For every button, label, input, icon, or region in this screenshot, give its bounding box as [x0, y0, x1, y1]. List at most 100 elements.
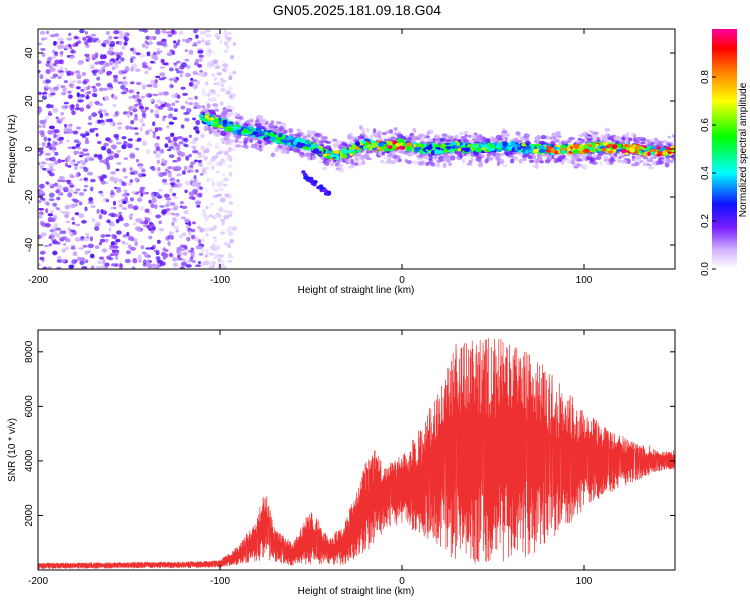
ridge-halo — [279, 125, 284, 132]
noise-speckle — [60, 159, 66, 163]
ridge-halo — [234, 138, 239, 143]
ridge-halo — [626, 158, 631, 165]
ridge-point — [521, 142, 526, 147]
noise-speckle — [114, 255, 119, 260]
noise-speckle — [38, 207, 45, 211]
noise-speckle — [76, 126, 82, 130]
noise-speckle — [105, 234, 111, 238]
ridge-halo — [394, 132, 400, 136]
noise-speckle — [216, 182, 222, 188]
y-tick-label: 8000 — [24, 340, 35, 363]
noise-speckle — [62, 105, 66, 108]
noise-speckle — [46, 57, 53, 62]
noise-speckle — [145, 247, 151, 250]
noise-speckle — [205, 166, 210, 170]
noise-speckle — [82, 148, 89, 152]
noise-speckle — [172, 116, 177, 120]
noise-speckle — [87, 122, 93, 125]
ridge-point — [634, 145, 640, 150]
noise-speckle — [191, 260, 196, 264]
noise-speckle — [196, 47, 203, 51]
ridge-halo — [444, 155, 452, 159]
ridge-point — [441, 143, 446, 148]
noise-speckle — [182, 232, 187, 237]
ridge-halo — [213, 109, 220, 112]
ridge-halo — [564, 157, 568, 161]
noise-speckle — [135, 94, 140, 98]
ridge-halo — [283, 129, 288, 134]
noise-speckle — [152, 226, 156, 231]
noise-speckle — [38, 213, 42, 217]
noise-speckle — [72, 159, 76, 163]
noise-speckle — [94, 69, 100, 72]
noise-speckle — [63, 101, 69, 105]
noise-speckle — [121, 136, 127, 140]
noise-speckle — [181, 258, 187, 263]
ridge-halo — [388, 129, 394, 134]
noise-speckle — [184, 72, 191, 78]
ridge-halo — [438, 156, 443, 163]
ridge-point — [515, 144, 521, 148]
ridge-point — [341, 153, 348, 159]
noise-speckle — [135, 228, 142, 232]
noise-speckle — [52, 73, 59, 78]
noise-speckle — [108, 46, 114, 51]
ridge-halo — [412, 128, 417, 133]
noise-speckle — [122, 76, 127, 80]
noise-speckle — [223, 41, 229, 46]
noise-speckle — [65, 246, 70, 251]
noise-speckle — [172, 257, 178, 262]
noise-speckle — [39, 31, 46, 35]
noise-speckle — [78, 201, 83, 206]
noise-speckle — [105, 161, 110, 166]
noise-speckle — [149, 221, 153, 225]
ridge-halo — [365, 150, 371, 154]
noise-speckle — [51, 230, 58, 236]
noise-speckle — [73, 199, 80, 203]
noise-speckle — [82, 80, 88, 85]
noise-speckle — [201, 36, 205, 41]
noise-speckle — [193, 29, 198, 34]
noise-speckle — [141, 251, 147, 255]
noise-speckle — [124, 258, 131, 264]
noise-speckle — [106, 219, 111, 224]
noise-speckle — [213, 224, 217, 230]
noise-speckle — [177, 257, 184, 261]
noise-speckle — [56, 266, 62, 269]
ridge-halo — [644, 161, 648, 167]
noise-speckle — [184, 180, 191, 186]
noise-speckle — [75, 86, 81, 90]
ridge-halo — [498, 137, 503, 141]
noise-speckle — [118, 35, 125, 39]
noise-speckle — [63, 243, 67, 246]
noise-speckle — [42, 119, 47, 124]
noise-speckle — [99, 256, 104, 260]
noise-speckle — [94, 245, 100, 250]
ridge-halo — [321, 140, 329, 143]
noise-speckle — [169, 182, 176, 186]
noise-speckle — [116, 186, 121, 191]
noise-speckle — [149, 246, 155, 250]
noise-speckle — [59, 118, 64, 122]
ridge-point — [567, 147, 571, 152]
noise-speckle — [146, 51, 151, 57]
ridge-halo — [496, 160, 501, 167]
ridge-halo — [418, 152, 423, 159]
noise-speckle — [55, 116, 59, 120]
noise-speckle — [222, 60, 227, 64]
noise-speckle — [137, 137, 142, 142]
noise-speckle — [227, 255, 234, 259]
noise-speckle — [128, 106, 133, 111]
x-tick-label: 100 — [576, 576, 593, 587]
noise-speckle — [194, 61, 199, 65]
ridge-halo — [492, 151, 496, 157]
noise-speckle — [170, 142, 175, 147]
noise-speckle — [59, 71, 64, 77]
ridge-halo — [311, 154, 317, 161]
noise-speckle — [121, 80, 128, 86]
noise-speckle — [108, 227, 112, 232]
ridge-halo — [296, 128, 301, 132]
noise-speckle — [84, 140, 90, 145]
noise-speckle — [157, 239, 161, 244]
